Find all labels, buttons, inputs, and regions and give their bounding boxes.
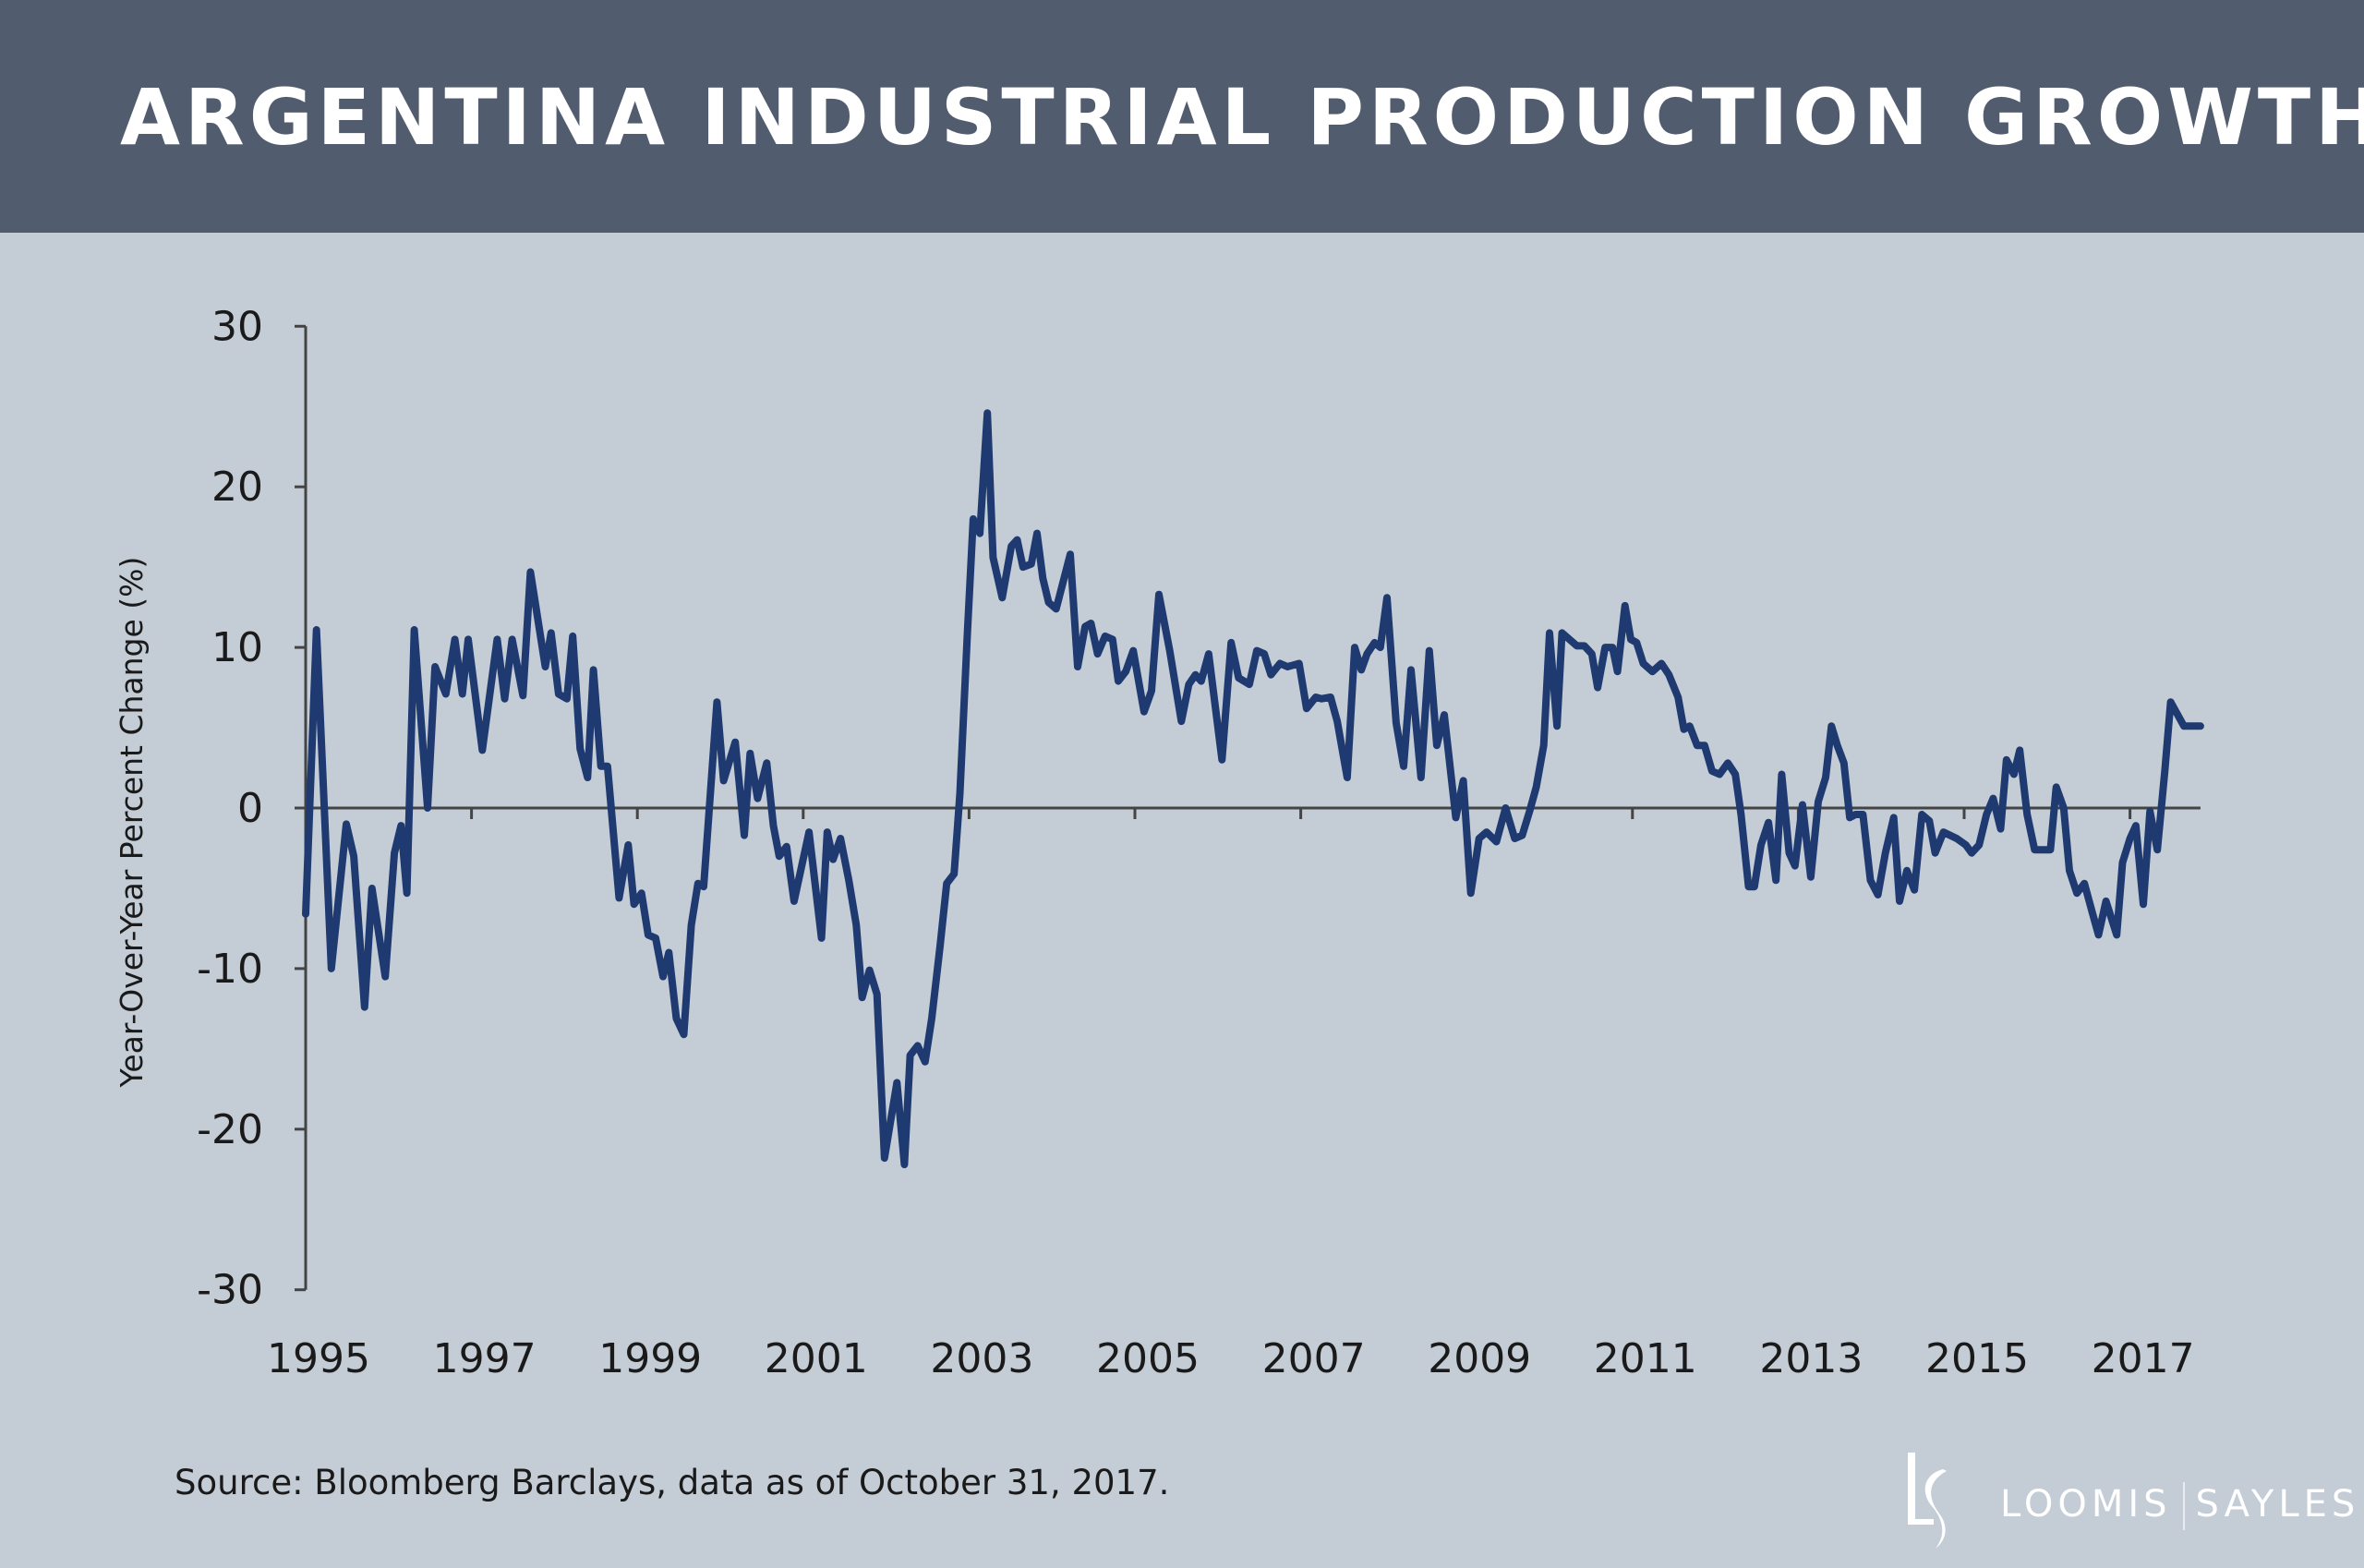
y-tick-label: 10 [211, 624, 263, 671]
source-note: Source: Bloomberg Barclays, data as of O… [175, 1463, 1170, 1502]
logo-text-left: LOOMIS [2000, 1483, 2172, 1526]
logo-divider [2182, 1482, 2185, 1530]
y-tick-label: -20 [197, 1106, 263, 1153]
x-tick-label: 1997 [433, 1335, 537, 1382]
x-tick-label: 2003 [930, 1335, 1033, 1382]
y-tick-label: -30 [197, 1267, 263, 1314]
title-banner: ARGENTINA INDUSTRIAL PRODUCTION GROWTH [0, 0, 2364, 233]
x-tick-label: 1999 [598, 1335, 702, 1382]
y-tick-label: 0 [237, 785, 263, 832]
y-axis-label: Year-Over-Year Percent Change (%) [114, 557, 150, 1089]
series-line [302, 409, 2204, 1169]
x-tick-label: 2013 [1759, 1335, 1863, 1382]
x-tick-label: 2005 [1096, 1335, 1200, 1382]
x-tick-label: 2011 [1594, 1335, 1697, 1382]
x-tick-label: 1995 [267, 1335, 370, 1382]
x-tick-label: 2007 [1262, 1335, 1366, 1382]
axes [295, 324, 2201, 1292]
y-tick-label: -10 [197, 946, 263, 993]
x-tick-label: 2015 [1925, 1335, 2029, 1382]
x-tick-label: 2001 [765, 1335, 868, 1382]
ls-monogram-icon [1908, 1453, 1947, 1549]
chart-title: ARGENTINA INDUSTRIAL PRODUCTION GROWTH [120, 72, 2364, 163]
y-tick-label: 30 [211, 303, 263, 350]
logo-text-right: SAYLES [2195, 1483, 2360, 1526]
y-tick-label: 20 [211, 464, 263, 511]
loomis-sayles-logo: LOOMIS SAYLES [1893, 1445, 2355, 1556]
x-tick-label: 2017 [2092, 1335, 2195, 1382]
x-tick-label: 2009 [1428, 1335, 1531, 1382]
